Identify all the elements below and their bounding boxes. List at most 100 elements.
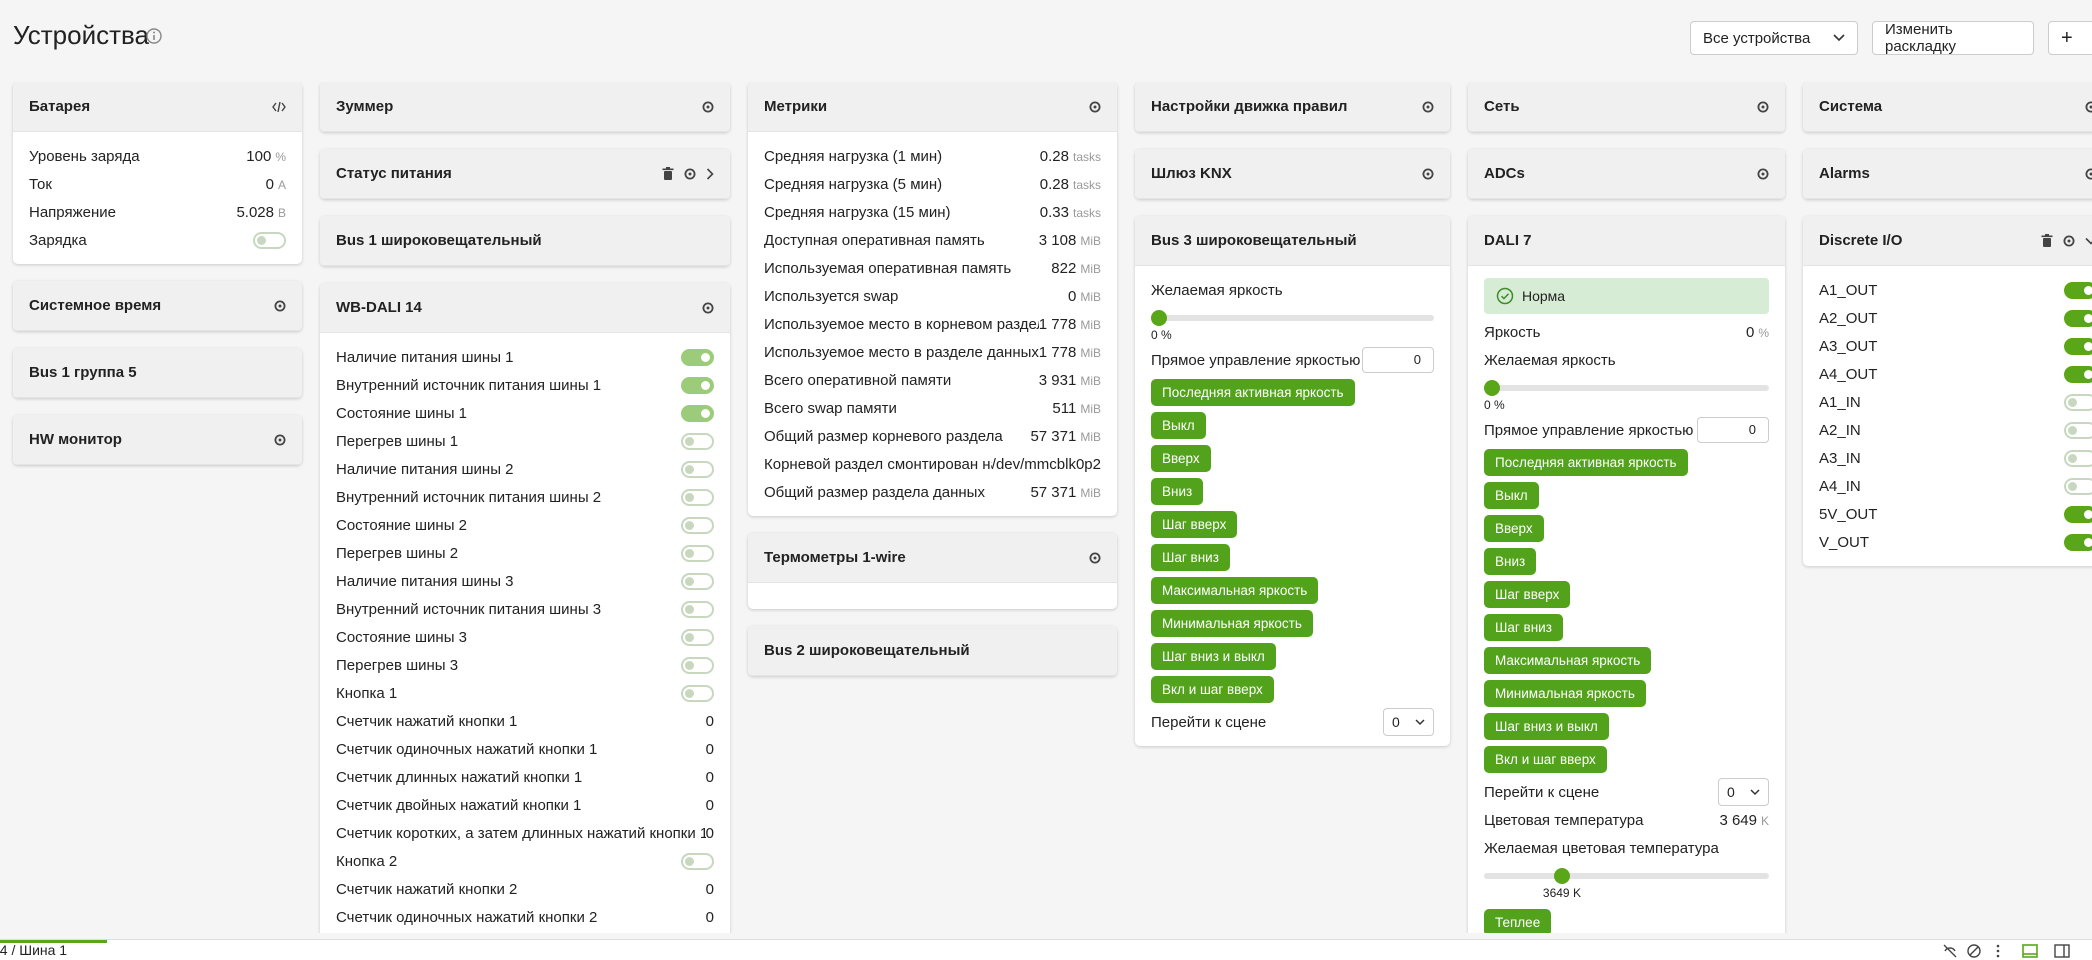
edit-layout-button[interactable]: Изменить раскладку: [1872, 21, 2034, 55]
delete-icon[interactable]: [662, 167, 674, 181]
action-button[interactable]: Вниз: [1484, 548, 1536, 575]
settings-icon[interactable]: [1757, 101, 1769, 113]
toggle: [681, 377, 714, 394]
action-button[interactable]: Шаг вниз и выкл: [1484, 713, 1609, 740]
toolbar-icon[interactable]: [1942, 943, 1958, 959]
settings-icon[interactable]: [702, 302, 714, 314]
action-button[interactable]: Выкл: [1151, 412, 1206, 439]
code-icon[interactable]: [272, 101, 286, 113]
row-label: Наличие питания шины 1: [336, 349, 681, 366]
add-button[interactable]: +: [2048, 21, 2092, 55]
widget-row: A2_OUT: [1819, 304, 2092, 332]
toolbar-icon[interactable]: [2022, 943, 2038, 959]
widget-header: Сеть: [1468, 82, 1785, 132]
widget-header: Discrete I/O: [1803, 216, 2092, 266]
settings-icon[interactable]: [2085, 101, 2092, 113]
settings-icon[interactable]: [2063, 235, 2075, 247]
action-button[interactable]: Выкл: [1484, 482, 1539, 509]
row-label: Цветовая температура: [1484, 812, 1719, 829]
row-label: Состояние шины 2: [336, 517, 681, 534]
action-button[interactable]: Максимальная яркость: [1484, 647, 1651, 674]
action-button[interactable]: Вверх: [1484, 515, 1544, 542]
scene-select[interactable]: 0: [1383, 708, 1434, 736]
row-label: Перейти к сцене: [1484, 784, 1718, 801]
action-button[interactable]: Шаг вниз и выкл: [1151, 643, 1276, 670]
settings-icon[interactable]: [1089, 552, 1101, 564]
chevron-down[interactable]: [2085, 237, 2092, 245]
toggle[interactable]: [2064, 450, 2092, 467]
toggle-knob: [2084, 538, 2092, 547]
widget-header: Зуммер: [320, 82, 730, 132]
settings-icon[interactable]: [274, 434, 286, 446]
action-button[interactable]: Последняя активная яркость: [1484, 449, 1688, 476]
value-unit: MiB: [1080, 262, 1101, 276]
toggle: [681, 657, 714, 674]
toggle[interactable]: [2064, 422, 2092, 439]
row-label: Счетчик длинных нажатий кнопки 1: [336, 769, 706, 786]
action-button[interactable]: Последняя активная яркость: [1151, 379, 1355, 406]
settings-icon[interactable]: [2085, 168, 2092, 180]
row-label: Счетчик коротких, а затем длинных нажати…: [336, 825, 706, 842]
toggle[interactable]: [2064, 338, 2092, 355]
widget: Alarms: [1803, 149, 2092, 199]
row-label: Используемая оперативная память: [764, 260, 1051, 277]
slider[interactable]: [1484, 378, 1769, 398]
toggle[interactable]: [2064, 506, 2092, 523]
settings-icon[interactable]: [1757, 168, 1769, 180]
slider-thumb[interactable]: [1151, 310, 1167, 326]
value-text: 0.33: [1040, 204, 1069, 221]
settings-icon[interactable]: [684, 168, 696, 180]
slider-thumb[interactable]: [1554, 868, 1570, 884]
row-label: Доступная оперативная память: [764, 232, 1039, 249]
chevron-right[interactable]: [706, 168, 714, 180]
slider[interactable]: [1484, 866, 1769, 886]
toolbar-icon[interactable]: [1990, 943, 2006, 959]
slider-thumb[interactable]: [1484, 380, 1500, 396]
action-button[interactable]: Шаг вверх: [1484, 581, 1570, 608]
select-value: 0: [1392, 714, 1400, 730]
action-button[interactable]: Минимальная яркость: [1151, 610, 1313, 637]
action-button[interactable]: Вкл и шаг вверх: [1484, 746, 1607, 773]
number-input[interactable]: 0: [1362, 347, 1434, 373]
device-filter[interactable]: Все устройства: [1690, 21, 1858, 55]
action-button[interactable]: Шаг вверх: [1151, 511, 1237, 538]
slider[interactable]: [1151, 308, 1434, 328]
info-icon[interactable]: [146, 28, 162, 44]
action-button[interactable]: Вверх: [1151, 445, 1211, 472]
toggle[interactable]: [2064, 478, 2092, 495]
settings-icon[interactable]: [1422, 101, 1434, 113]
toggle[interactable]: [2064, 366, 2092, 383]
settings-icon[interactable]: [702, 101, 714, 113]
row-label: Всего swap памяти: [764, 400, 1052, 417]
toggle-knob: [685, 661, 694, 670]
number-input[interactable]: 0: [1697, 417, 1769, 443]
tab[interactable]: 14 / Шина 1: [0, 942, 67, 958]
action-button[interactable]: Максимальная яркость: [1151, 577, 1318, 604]
scene-select[interactable]: 0: [1718, 778, 1769, 806]
action-button[interactable]: Вкл и шаг вверх: [1151, 676, 1274, 703]
action-button[interactable]: Шаг вниз: [1484, 614, 1563, 641]
toggle[interactable]: [2064, 534, 2092, 551]
toggle[interactable]: [2064, 310, 2092, 327]
row-label: Счетчик двойных нажатий кнопки 1: [336, 797, 706, 814]
settings-icon[interactable]: [1422, 168, 1434, 180]
action-button[interactable]: Минимальная яркость: [1484, 680, 1646, 707]
toolbar-icon[interactable]: [2054, 943, 2070, 959]
settings-icon[interactable]: [274, 300, 286, 312]
toggle[interactable]: [2064, 282, 2092, 299]
row-label: Средняя нагрузка (15 мин): [764, 204, 1040, 221]
widget: Системное время: [13, 281, 302, 331]
action-button[interactable]: Шаг вниз: [1151, 544, 1230, 571]
toggle: [681, 685, 714, 702]
toggle[interactable]: [2064, 394, 2092, 411]
toolbar-icon[interactable]: [1966, 943, 1982, 959]
action-button[interactable]: Вниз: [1151, 478, 1203, 505]
action-button[interactable]: Теплее: [1484, 909, 1551, 933]
delete-icon[interactable]: [2041, 234, 2053, 248]
settings-icon[interactable]: [1089, 101, 1101, 113]
